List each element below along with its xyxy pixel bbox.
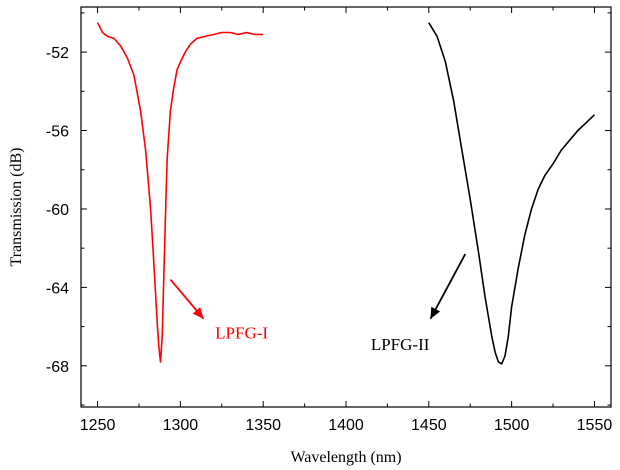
x-axis-label: Wavelength (nm) (290, 449, 401, 466)
annotation-arrow-head (430, 306, 441, 319)
y-axis-label: Transmission (dB) (8, 148, 25, 267)
series-line-lpfg-ii (428, 22, 595, 365)
x-tick-label: 1250 (80, 417, 116, 434)
annotation-label-lpfg-i: LPFG-I (215, 323, 268, 342)
y-tick-label: -52 (46, 45, 69, 62)
x-tick-label: 1400 (328, 417, 364, 434)
y-tick-label: -56 (46, 124, 69, 141)
annotation-arrow-shaft (429, 253, 467, 320)
annotation-arrow-head (192, 307, 204, 319)
x-tick-label: 1350 (245, 417, 281, 434)
x-tick-label: 1300 (163, 417, 199, 434)
y-tick-label: -68 (46, 359, 69, 376)
y-tick-label: -60 (46, 202, 69, 219)
axis-tick-labels: 1250 1300 1350 1400 1450 1500 1550 -52 -56 -60 -64… (46, 45, 612, 434)
y-tick-label: -64 (46, 280, 69, 297)
annotation-layer: LPFG-I LPFG-II (169, 253, 467, 354)
series-line-lpfg-i (96, 22, 264, 363)
x-tick-label: 1450 (411, 417, 447, 434)
x-tick-label: 1550 (577, 417, 613, 434)
annotation-label-lpfg-ii: LPFG-II (371, 335, 430, 354)
x-tick-label: 1500 (494, 417, 530, 434)
series-layer (96, 22, 595, 365)
axis-ticks (81, 7, 611, 407)
